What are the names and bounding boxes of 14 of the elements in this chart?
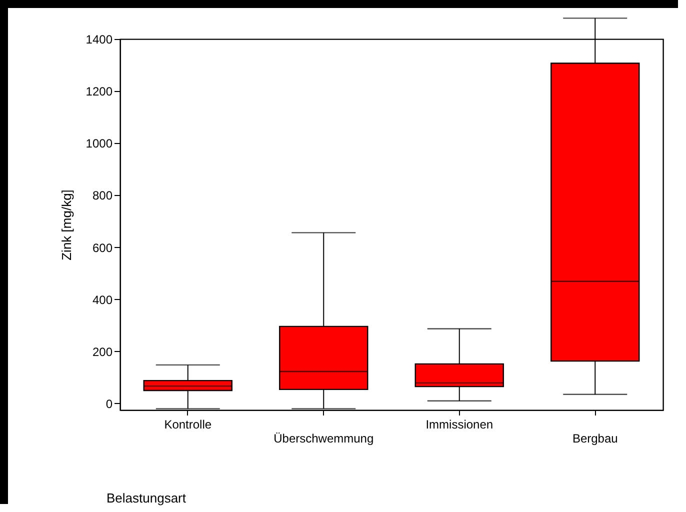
- y-tick-label: 800: [92, 188, 113, 203]
- x-tick-label: Bergbau: [572, 432, 618, 446]
- y-tick-label: 1000: [86, 136, 113, 151]
- x-tick-label: Kontrolle: [164, 418, 212, 432]
- y-tick-label: 600: [92, 240, 113, 255]
- y-tick-label: 0: [106, 396, 113, 411]
- y-tick-label: 400: [92, 292, 113, 307]
- y-tick-label: 1400: [86, 32, 113, 46]
- x-tick-label: Immissionen: [426, 418, 494, 432]
- x-axis-title: Belastungsart: [106, 490, 186, 506]
- x-tick-label: Überschwemmung: [274, 432, 374, 446]
- y-tick-label: 200: [92, 344, 113, 359]
- y-tick-label: 1200: [86, 84, 113, 99]
- y-axis-title: Zink [mg/kg]: [58, 190, 74, 260]
